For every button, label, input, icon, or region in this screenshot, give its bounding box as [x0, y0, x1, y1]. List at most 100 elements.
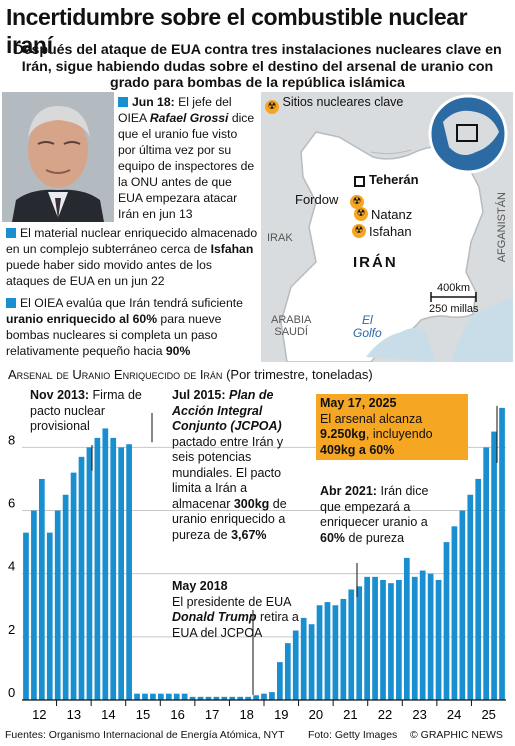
chart-bar — [150, 693, 156, 700]
annotation-abr-2021: Abr 2021: Irán dice que empezará a enriq… — [320, 484, 429, 545]
x-tick-label: 13 — [67, 707, 81, 722]
chart-bar — [245, 696, 251, 700]
x-tick-label: 12 — [32, 707, 46, 722]
note-isfahan: El material nuclear enriquecido almacena… — [6, 226, 258, 288]
graphic-news-credit: © GRAPHIC NEWS — [410, 729, 503, 741]
chart-bar — [261, 693, 267, 700]
chart-bar — [467, 494, 474, 700]
chart-bar — [396, 580, 402, 700]
chart-bar — [483, 447, 490, 700]
x-tick-label: 22 — [378, 707, 392, 722]
chart-bar — [356, 586, 363, 700]
map-label-natanz: Natanz — [371, 207, 413, 222]
chart-bar — [300, 617, 307, 700]
x-tick-label: 21 — [343, 707, 357, 722]
portrait-illustration — [2, 92, 114, 222]
note-grossi: Jun 18: El jefe del OIEA Rafael Grossi d… — [118, 95, 255, 221]
chart-bar — [205, 696, 212, 700]
chart-bar — [364, 576, 370, 700]
chart-bar — [158, 693, 164, 700]
chart-bar — [499, 407, 505, 700]
chart-bar — [165, 693, 172, 700]
annotation-may-2025: May 17, 2025 El arsenal alcanza 9.250kg, i… — [316, 394, 468, 460]
sources-text: Fuentes: Organismo Internacional de Ener… — [5, 729, 285, 741]
chart-bar — [181, 693, 188, 700]
page-subtitle: Después del ataque de EUA contra tres in… — [13, 42, 502, 91]
x-tick-label: 19 — [274, 707, 288, 722]
chart-bar — [134, 693, 140, 700]
map-legend: ☢ Sitios nucleares clave — [265, 94, 403, 114]
chart-bar — [94, 437, 101, 700]
chart-bar — [110, 437, 117, 700]
bullet-square-icon — [118, 97, 128, 107]
chart-bar — [118, 447, 125, 700]
radiation-icon: ☢ — [352, 224, 366, 238]
chart-bar — [78, 456, 85, 700]
x-tick-label: 18 — [239, 707, 253, 722]
chart-bar — [411, 576, 418, 700]
chart-bar — [253, 695, 259, 700]
chart-bar — [340, 598, 347, 700]
chart-bar — [308, 624, 315, 700]
chart-bar — [459, 510, 466, 700]
chart-bar — [197, 696, 204, 700]
chart-bar — [38, 478, 45, 700]
chart-bar — [348, 589, 355, 700]
radiation-icon: ☢ — [350, 195, 364, 209]
chart-bar — [284, 643, 291, 700]
radiation-icon: ☢ — [265, 100, 279, 114]
capital-marker-icon — [354, 176, 365, 187]
chart-bar — [86, 447, 93, 700]
chart-bar — [380, 580, 386, 700]
note-enriched: El OIEA evalúa que Irán tendrá suficient… — [6, 296, 243, 358]
chart-bar — [277, 662, 283, 700]
chart-bar — [213, 696, 220, 700]
chart-bar — [451, 526, 458, 700]
chart-bar — [491, 431, 497, 700]
y-tick-label: 4 — [8, 559, 15, 574]
map-label-iraq: IRAK — [267, 232, 293, 244]
chart-bar — [173, 693, 180, 700]
photo-credit: Foto: Getty Images — [308, 729, 398, 741]
annotation-jul-2015: Jul 2015: Plan de Acción Integral Conjun… — [172, 388, 287, 542]
portrait-photo — [2, 92, 114, 222]
map-label-afghanistan: AFGANISTÁN — [496, 192, 508, 263]
x-tick-label: 20 — [309, 707, 323, 722]
chart-bar — [62, 494, 69, 700]
chart-bar — [221, 696, 228, 700]
map-label-gulf: El Golfo — [353, 313, 382, 340]
chart-bar — [403, 557, 410, 700]
map-svg — [261, 92, 513, 362]
chart-bar — [269, 692, 275, 700]
chart-bar — [126, 444, 132, 700]
chart-bar — [435, 580, 442, 700]
bullet-square-icon — [6, 228, 16, 238]
map-label-isfahan: Isfahan — [369, 224, 412, 239]
chart-bar — [46, 532, 53, 700]
chart-bar — [54, 510, 61, 700]
chart-title: Arsenal de Uranio Enriquecido de Irán (P… — [8, 367, 373, 382]
x-tick-label: 24 — [447, 707, 461, 722]
chart-bar — [316, 605, 323, 700]
x-tick-label: 15 — [136, 707, 150, 722]
y-tick-label: 0 — [8, 685, 15, 700]
chart-bar — [142, 693, 148, 700]
chart-bar — [189, 696, 196, 700]
chart-bar — [419, 570, 426, 700]
chart-bar — [70, 472, 77, 700]
chart-bar — [31, 510, 37, 700]
radiation-icon: ☢ — [354, 207, 368, 221]
chart-bar — [475, 478, 482, 700]
x-tick-label: 14 — [101, 707, 115, 722]
iran-map: ☢ Sitios nucleares clave Teherán Fordow … — [261, 92, 513, 362]
chart-bar — [332, 605, 339, 700]
bullet-square-icon — [6, 298, 16, 308]
chart-bar — [102, 428, 109, 700]
x-tick-label: 16 — [170, 707, 184, 722]
map-label-iran: IRÁN — [353, 254, 398, 271]
y-tick-label: 8 — [8, 432, 15, 447]
page-title: Incertidumbre sobre el combustible nucle… — [6, 4, 468, 58]
x-tick-label: 25 — [481, 707, 495, 722]
x-tick-label: 23 — [412, 707, 426, 722]
